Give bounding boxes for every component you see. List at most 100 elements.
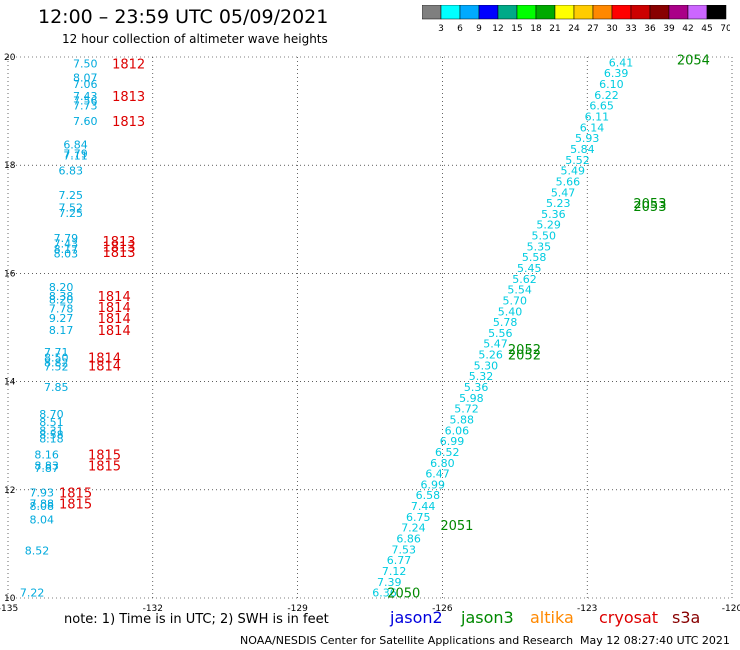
data-point-label: 5.32 [469, 370, 494, 383]
data-point-label: 7.39 [377, 576, 402, 589]
pass-time-annotation: 1813 [102, 235, 135, 250]
y-tick-label: 14 [4, 378, 16, 388]
colorbar-label: 3 [438, 24, 444, 34]
colorbar-label: 33 [625, 24, 636, 34]
data-point-label: 6.75 [406, 511, 431, 524]
data-point-label: 7.52 [58, 201, 83, 214]
y-tick-label: 12 [4, 486, 15, 496]
data-point-label: 6.39 [604, 67, 629, 80]
data-point-label: 8.18 [39, 432, 64, 445]
colorbar-label: 12 [492, 24, 503, 34]
pass-time-annotation: 1814 [98, 324, 131, 339]
footer-timestamp: May 12 08:27:40 UTC 2021 [580, 634, 730, 647]
y-tick-label: 16 [4, 269, 16, 279]
pass-time-annotation: 1814 [88, 351, 121, 366]
data-point-label: 5.56 [488, 327, 513, 340]
data-point-label: 5.88 [449, 413, 474, 426]
data-point-label: 6.99 [420, 478, 445, 491]
data-point-label: 5.36 [464, 381, 489, 394]
data-point-label: 8.70 [39, 408, 64, 421]
data-point-label: 7.71 [44, 346, 69, 359]
pass-time-annotation: 1813 [112, 90, 145, 105]
colorbar-label: 15 [511, 24, 522, 34]
footer-credit: NOAA/NESDIS Center for Satellite Applica… [240, 634, 574, 647]
data-point-label: 6.52 [435, 446, 460, 459]
data-point-label: 5.62 [512, 273, 537, 286]
data-point-label: 5.23 [546, 197, 571, 210]
colorbar-swatch [706, 5, 727, 20]
colorbar-label: 24 [568, 24, 580, 34]
data-point-label: 7.79 [54, 232, 79, 245]
data-point-label: 7.43 [73, 90, 98, 103]
pass-time-annotation: 2054 [677, 54, 710, 69]
data-point-label: 8.08 [30, 500, 55, 513]
data-point-label: 5.30 [474, 359, 499, 372]
data-point-label: 7.24 [401, 522, 426, 535]
data-point-label: 5.84 [570, 143, 595, 156]
data-point-label: 8.20 [49, 281, 74, 294]
data-point-label: 6.10 [599, 78, 624, 91]
plot-area: -135 -132 -129 -126 -123 -120 10 12 14 16 18 20 7.50… [0, 53, 740, 612]
pass-time-annotation: 1815 [88, 459, 121, 474]
data-point-label: 8.83 [34, 459, 59, 472]
colorbar-label: 21 [549, 24, 560, 34]
data-point-label: 6.11 [585, 111, 610, 124]
x-tick-label: -123 [577, 604, 597, 612]
colorbar-label: 30 [606, 24, 618, 34]
data-point-label: 6.80 [430, 457, 455, 470]
data-point-label: 8.50 [44, 351, 69, 364]
data-point-label: 5.47 [483, 338, 508, 351]
colorbar-label: 27 [587, 24, 598, 34]
data-point-label: 8.17 [54, 243, 79, 256]
data-point-label: 5.72 [454, 403, 479, 416]
data-point-label: 7.60 [73, 115, 98, 128]
data-point-label: 7.79 [63, 147, 88, 160]
x-tick-label: -120 [722, 604, 740, 612]
data-point-label: 7.12 [382, 565, 407, 578]
colorbar-label: 45 [701, 24, 712, 34]
data-point-label: 6.84 [63, 139, 88, 152]
chart-title: 12:00 – 23:59 UTC 05/09/2021 [38, 6, 329, 28]
satellite-legend-item: altika [530, 608, 574, 627]
data-point-label: 5.29 [536, 219, 561, 232]
data-point-label: 5.50 [532, 230, 557, 243]
data-point-label: 6.83 [58, 165, 83, 178]
data-point-label: 6.06 [445, 424, 470, 437]
data-point-label: 5.93 [575, 132, 600, 145]
colorbar-label: 42 [682, 24, 693, 34]
y-tick-label: 18 [4, 161, 16, 171]
data-point-label: 8.07 [73, 72, 98, 85]
data-point-label: 7.87 [34, 462, 59, 475]
data-point-label: 7.73 [73, 100, 98, 113]
data-point-label: 8.52 [25, 544, 50, 557]
data-point-label: 8.16 [34, 449, 59, 462]
pass-time-annotation: 1813 [102, 240, 135, 255]
pass-time-annotation: 2052 [508, 349, 541, 364]
satellite-legend-item: jason3 [461, 608, 514, 627]
pass-time-annotation: 2051 [440, 519, 473, 534]
data-point-label: 5.98 [459, 392, 484, 405]
pass-time-annotation: 1814 [88, 359, 121, 374]
data-point-label: 6.47 [425, 468, 450, 481]
data-point-label: 8.03 [54, 247, 79, 260]
data-point-label: 8.58 [39, 429, 64, 442]
data-point-label: 7.25 [58, 207, 83, 220]
pass-time-annotation: 1815 [59, 487, 92, 502]
data-point-label: 5.66 [556, 175, 581, 188]
data-point-label: 6.41 [609, 56, 634, 69]
pass-time-annotation: 2052 [508, 343, 541, 358]
colorbar-label: 39 [663, 24, 675, 34]
data-point-label: 8.31 [39, 424, 64, 437]
data-point-label: 7.53 [392, 543, 417, 556]
satellite-legend-item: jason2 [390, 608, 443, 627]
data-point-label: 5.54 [507, 284, 532, 297]
data-point-label: 6.36 [372, 587, 397, 600]
pass-time-annotation: 1814 [98, 312, 131, 327]
colorbar-label: 70 [720, 24, 730, 34]
colorbar-label: 9 [476, 24, 482, 34]
data-point-label: 7.22 [20, 587, 45, 600]
y-tick-label: 10 [4, 594, 16, 604]
colorbar-label: 18 [530, 24, 542, 34]
data-point-label: 6.86 [396, 532, 421, 545]
